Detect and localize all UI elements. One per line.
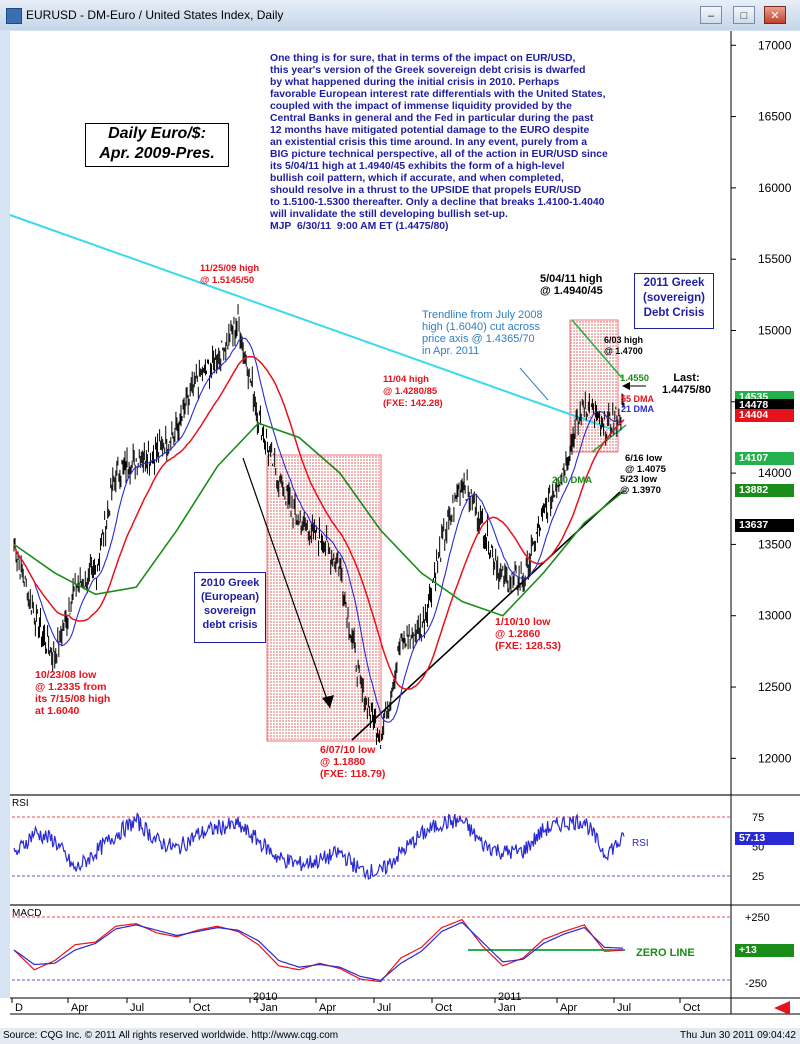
price-tick-label: 15500 xyxy=(758,252,792,266)
downtrend-line xyxy=(9,214,621,433)
rsi-tick-label: 75 xyxy=(752,812,764,824)
greek-2010-box: 2010 Greek (European) sovereign debt cri… xyxy=(194,572,266,643)
decline-arrow xyxy=(242,457,331,709)
macd-value-tag: +13 xyxy=(735,944,794,957)
date-tick-label: Jul xyxy=(377,1002,391,1014)
date-tick-label: Oct xyxy=(193,1002,210,1014)
chart-title-box: Daily Euro/$: Apr. 2009-Pres. xyxy=(85,123,229,167)
annotation-high-1104: 11/04 high @ 1.4280/85 (FXE: 142.28) xyxy=(383,374,443,409)
annotation-high-0504: 5/04/11 high @ 1.4940/45 xyxy=(540,273,603,297)
ma-55-line xyxy=(13,355,625,690)
date-tick-label: 2011 xyxy=(498,991,522,1003)
macd-panel xyxy=(10,906,731,998)
date-tick-label: Oct xyxy=(683,1002,700,1014)
date-tick-label: 2010 xyxy=(253,991,277,1003)
date-tick-label: Apr xyxy=(71,1002,88,1014)
price-tick-label: 14000 xyxy=(758,466,792,480)
price-tag: 13882 xyxy=(735,484,794,497)
coil-lower-line xyxy=(591,424,627,453)
label-55-dma: 55 DMA xyxy=(621,394,655,404)
price-tag: 14107 xyxy=(735,452,794,465)
label-200-dma: 200 DMA xyxy=(552,475,593,486)
macd-tick-label: -250 xyxy=(745,978,767,990)
macd-line xyxy=(13,918,624,983)
price-tag: 13637 xyxy=(735,519,794,532)
annotation-last-price: Last: 1.4475/80 xyxy=(662,372,711,396)
label-rsi: RSI xyxy=(632,838,649,849)
label-zero-line: ZERO LINE xyxy=(636,947,695,959)
price-tick-label: 12000 xyxy=(758,751,792,765)
close-button[interactable]: ✕ xyxy=(764,6,786,24)
annotation-high-2009: 11/25/09 high @ 1.5145/50 xyxy=(200,263,260,286)
greek-2011-box: 2011 Greek (sovereign) Debt Crisis xyxy=(634,273,714,329)
price-tick-label: 13000 xyxy=(758,609,792,623)
macd-tick-label: +250 xyxy=(745,912,770,924)
rsi-panel-title: RSI xyxy=(12,798,29,809)
macd-panel-title: MACD xyxy=(12,908,41,919)
date-tick-label: D xyxy=(15,1002,23,1014)
rsi-series xyxy=(13,812,625,881)
coil-upper-line xyxy=(571,319,623,379)
annotation-trendline: Trendline from July 2008 high (1.6040) c… xyxy=(422,309,543,357)
app-icon xyxy=(6,8,22,24)
price-axis: 1200012500130001350014000145001500015500… xyxy=(731,38,792,765)
ma-21-line xyxy=(13,337,625,723)
date-tick-label: Apr xyxy=(319,1002,336,1014)
trendline-pointer xyxy=(519,367,549,401)
rsi-tick-label: 25 xyxy=(752,871,764,883)
price-tick-label: 16000 xyxy=(758,181,792,195)
annotation-level-14550: 1.4550 xyxy=(620,373,650,384)
axis-panel xyxy=(731,31,800,998)
macd-signal-line xyxy=(13,921,624,982)
maximize-button[interactable]: □ xyxy=(733,6,755,24)
scroll-left-icon xyxy=(774,1001,790,1015)
macd-series xyxy=(13,918,624,983)
footer-timestamp: Thu Jun 30 2011 09:04:42 xyxy=(679,1030,796,1041)
label-21-dma: 21 DMA xyxy=(621,404,655,414)
ma-200-line xyxy=(13,422,626,617)
date-tick-label: Jul xyxy=(130,1002,144,1014)
annotation-low-2008: 10/23/08 low @ 1.2335 from its 7/15/08 h… xyxy=(35,669,111,717)
rsi-value-tag: 57.13 xyxy=(735,832,794,845)
title-bar: EURUSD - DM-Euro / United States Index, … xyxy=(0,0,800,30)
date-tick-label: Oct xyxy=(435,1002,452,1014)
date-tick-label: Jan xyxy=(498,1002,516,1014)
date-tick-label: Apr xyxy=(560,1002,577,1014)
rsi-panel xyxy=(10,796,731,904)
moving-averages xyxy=(13,337,626,723)
price-tick-label: 16500 xyxy=(758,110,792,124)
price-tag: 14404 xyxy=(735,409,794,422)
date-tick-label: Jan xyxy=(260,1002,278,1014)
date-tick-label: Jul xyxy=(617,1002,631,1014)
price-tag: 14478 xyxy=(735,399,794,412)
annotation-low-2010: 6/07/10 low @ 1.1880 (FXE: 118.79) xyxy=(320,744,386,780)
minimize-button[interactable]: – xyxy=(700,6,722,24)
price-tick-label: 15000 xyxy=(758,323,792,337)
rsi-line xyxy=(13,812,625,881)
price-tick-label: 13500 xyxy=(758,537,792,551)
price-tick-label: 12500 xyxy=(758,680,792,694)
annotation-low-0616: 6/16 low @ 1.4075 xyxy=(625,453,666,475)
annotation-low-0110: 1/10/10 low @ 1.2860 (FXE: 128.53) xyxy=(495,616,561,652)
price-tick-label: 17000 xyxy=(758,38,792,52)
annotation-low-0523: 5/23 low @ 1.3970 xyxy=(620,474,661,496)
window-title: EURUSD - DM-Euro / United States Index, … xyxy=(26,8,284,22)
status-bar: Source: CQG Inc. © 2011 All rights reser… xyxy=(0,1028,800,1044)
footer-source: Source: CQG Inc. © 2011 All rights reser… xyxy=(3,1030,339,1041)
commentary-text: One thing is for sure, that in terms of … xyxy=(270,53,608,232)
annotation-high-0603: 6/03 high @ 1.4700 xyxy=(604,335,644,356)
